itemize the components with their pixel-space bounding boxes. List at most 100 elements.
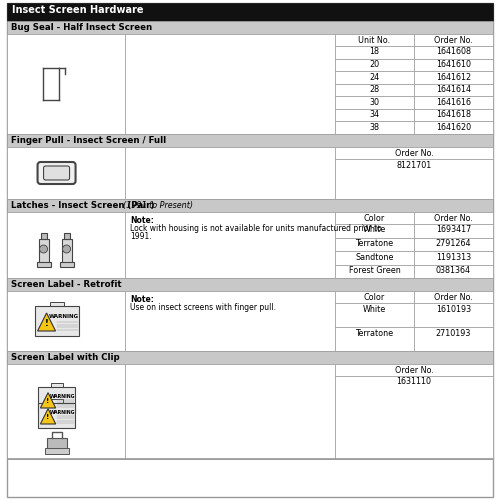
Bar [335, 71, 414, 84]
Text: Color: Color [364, 214, 385, 223]
Bar [64, 233, 70, 239]
Bar [44, 448, 68, 454]
FancyBboxPatch shape [38, 162, 76, 184]
Text: Terratone: Terratone [356, 328, 394, 338]
Text: 1191313: 1191313 [436, 252, 471, 262]
Bar [50, 302, 64, 306]
Bar [46, 438, 66, 450]
Bar [414, 303, 493, 327]
Text: Order No.: Order No. [434, 293, 473, 302]
Bar [414, 84, 493, 96]
Bar [335, 291, 414, 303]
Text: 2791264: 2791264 [436, 239, 471, 248]
Text: 8121701: 8121701 [396, 160, 432, 170]
Text: Latches - Insect Screen (Pair): Latches - Insect Screen (Pair) [11, 201, 154, 210]
Text: 1641616: 1641616 [436, 98, 471, 107]
Bar [414, 109, 493, 122]
Bar [335, 109, 414, 122]
Bar [414, 122, 493, 134]
Bar [414, 71, 493, 84]
Text: 24: 24 [370, 72, 380, 82]
Bar [335, 224, 414, 237]
Text: 1631110: 1631110 [396, 378, 432, 386]
Bar [414, 96, 493, 109]
Bar [414, 58, 493, 71]
Bar [335, 327, 414, 351]
Bar [335, 58, 414, 71]
Text: 1641612: 1641612 [436, 72, 471, 82]
Bar [335, 264, 414, 278]
Bar [335, 147, 493, 159]
Text: 0381364: 0381364 [436, 266, 471, 275]
Bar [335, 251, 414, 264]
Circle shape [40, 245, 48, 253]
Bar [36, 262, 51, 267]
Text: 28: 28 [370, 85, 380, 94]
Bar [414, 46, 493, 58]
Bar [38, 387, 76, 412]
Bar [414, 224, 493, 237]
Bar [125, 364, 335, 459]
Bar [60, 262, 74, 267]
Bar [414, 327, 493, 351]
Bar [7, 278, 493, 291]
Text: 1991.: 1991. [130, 232, 152, 241]
Bar [7, 291, 125, 351]
Bar [62, 239, 72, 263]
Text: 34: 34 [370, 110, 380, 120]
Bar [414, 212, 493, 224]
Text: Forest Green: Forest Green [348, 266, 401, 275]
Text: Screen Label - Retrofit: Screen Label - Retrofit [11, 280, 122, 289]
Text: Order No.: Order No. [434, 214, 473, 223]
Text: Use on insect screens with finger pull.: Use on insect screens with finger pull. [130, 303, 276, 312]
Bar [414, 238, 493, 251]
Text: WARNING: WARNING [48, 314, 78, 320]
Text: 38: 38 [370, 123, 380, 132]
Text: Color: Color [364, 293, 385, 302]
Text: Lock with housing is not available for units manufactured prior to: Lock with housing is not available for u… [130, 224, 382, 233]
Bar [335, 303, 414, 327]
Text: Unit No.: Unit No. [358, 36, 390, 45]
Text: Insect Screen Hardware: Insect Screen Hardware [12, 5, 143, 15]
Text: Note:: Note: [130, 295, 154, 304]
Bar [50, 400, 62, 403]
FancyBboxPatch shape [44, 166, 70, 180]
Text: 1641614: 1641614 [436, 85, 471, 94]
Text: 1641610: 1641610 [436, 60, 471, 69]
Bar [7, 34, 125, 134]
Polygon shape [38, 313, 56, 331]
Bar [7, 21, 493, 34]
Text: White: White [363, 226, 386, 234]
Polygon shape [40, 392, 56, 408]
Text: 30: 30 [370, 98, 380, 107]
Bar [335, 212, 414, 224]
Bar [7, 199, 493, 212]
Polygon shape [40, 408, 56, 424]
Bar [335, 376, 493, 459]
Text: 1610193: 1610193 [436, 304, 471, 314]
Bar [7, 147, 125, 199]
Bar [50, 384, 62, 387]
Bar [125, 34, 335, 134]
Text: Bug Seal - Half Insect Screen: Bug Seal - Half Insect Screen [11, 23, 152, 32]
Text: Order No.: Order No. [394, 366, 434, 375]
Bar [40, 233, 46, 239]
Text: 1641620: 1641620 [436, 123, 471, 132]
Bar [125, 291, 335, 351]
Text: Sandtone: Sandtone [356, 252, 394, 262]
Bar [125, 147, 335, 199]
Text: (1991 to Present): (1991 to Present) [118, 201, 192, 210]
Text: !: ! [44, 318, 48, 328]
Bar [125, 212, 335, 278]
Bar [335, 34, 414, 46]
Bar [414, 34, 493, 46]
Bar [38, 239, 48, 263]
Bar [414, 264, 493, 278]
Bar [414, 251, 493, 264]
Bar [335, 122, 414, 134]
Circle shape [62, 245, 70, 253]
Text: Terratone: Terratone [356, 239, 394, 248]
Text: White: White [363, 304, 386, 314]
Text: Note:: Note: [130, 216, 154, 225]
Bar [38, 403, 76, 428]
